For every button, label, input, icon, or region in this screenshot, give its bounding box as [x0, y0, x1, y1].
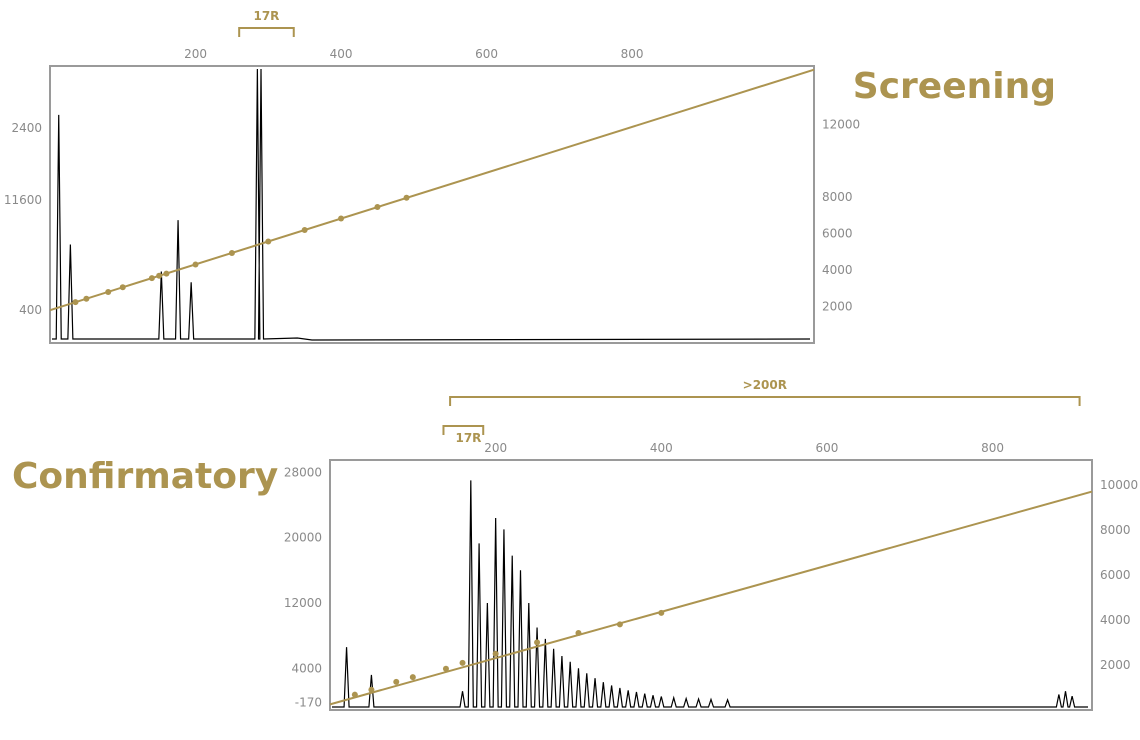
sizing-standard-point — [163, 270, 170, 277]
bin-bracket — [442, 425, 485, 435]
sizing-standard-point — [83, 295, 90, 302]
left-axis-tick-label: 20000 — [284, 531, 322, 545]
sizing-standard-point — [403, 194, 410, 201]
confirmatory-title: Confirmatory — [12, 456, 278, 497]
top-axis-tick-label: 400 — [650, 441, 673, 455]
sizing-standard-point — [156, 272, 163, 279]
sizing-curve-line — [329, 490, 1093, 706]
screening-panel: Screening 200 400 600 800 400 11600 2400 2000 40… — [4, 9, 1056, 344]
top-axis-tick-label: 200 — [184, 47, 207, 61]
sizing-standard-point — [192, 261, 199, 268]
electropherogram-trace — [52, 68, 811, 341]
sizing-standard-point — [119, 284, 126, 291]
right-axis-tick-label: 10000 — [1100, 478, 1138, 492]
left-axis-tick-label: 11600 — [4, 193, 42, 207]
screening-trace — [52, 68, 811, 341]
sizing-standard-point — [265, 238, 272, 245]
confirmatory-panel: Confirmatory 200 400 600 800-17040001200020… — [12, 378, 1138, 711]
sizing-standard-point — [105, 288, 112, 295]
sizing-standard-point — [409, 674, 416, 681]
confirmatory-plot-frame — [329, 459, 1093, 711]
confirmatory-sizing — [329, 490, 1093, 706]
screening-brackets: 17R — [238, 9, 295, 37]
bin-bracket-label: 17R — [455, 431, 481, 445]
sizing-standard-point — [338, 215, 345, 222]
bin-bracket — [449, 396, 1081, 406]
sizing-standard-point — [442, 665, 449, 672]
left-axis-tick-label: -170 — [295, 695, 322, 709]
screening-sizing — [49, 68, 815, 312]
sizing-standard-point — [72, 299, 79, 306]
confirmatory-trace — [332, 480, 1088, 708]
right-axis-tick-label: 4000 — [822, 263, 853, 277]
sizing-standard-point — [575, 629, 582, 636]
left-axis-tick-label: 4000 — [291, 661, 322, 675]
left-axis-tick-label: 28000 — [284, 465, 322, 479]
sizing-standard-point — [368, 686, 375, 693]
sizing-standard-point — [301, 227, 308, 234]
left-axis-tick-label: 400 — [19, 303, 42, 317]
left-axis-tick-label: 2400 — [11, 121, 42, 135]
screening-plot-frame — [49, 65, 815, 344]
right-axis-tick-label: 4000 — [1100, 613, 1131, 627]
bin-bracket — [238, 27, 295, 37]
right-axis-tick-label: 12000 — [822, 117, 860, 131]
bin-bracket-label: >200R — [743, 378, 787, 392]
top-axis-tick-label: 400 — [330, 47, 353, 61]
screening-ticks: 200 400 600 800 400 11600 2400 2000 4000 6000 8000… — [4, 47, 860, 317]
right-axis-tick-label: 8000 — [822, 190, 853, 204]
confirmatory-ticks: 200 400 600 800 -170 4000 12000 20000 28000 2000 4… — [284, 441, 1138, 709]
top-axis-tick-label: 800 — [621, 47, 644, 61]
sizing-standard-point — [228, 249, 235, 256]
top-axis-tick-label: 600 — [816, 441, 839, 455]
sizing-standard-point — [534, 639, 541, 646]
sizing-standard-point — [374, 204, 381, 211]
sizing-standard-point — [616, 621, 623, 628]
sizing-standard-point — [148, 275, 155, 282]
screening-title: Screening — [853, 66, 1056, 107]
confirmatory-brackets: 17R >200R — [442, 378, 1081, 445]
right-axis-tick-label: 8000 — [1100, 523, 1131, 537]
sizing-standard-point — [492, 650, 499, 657]
top-axis-tick-label: 800 — [981, 441, 1004, 455]
bin-bracket-label: 17R — [253, 9, 279, 23]
right-axis-tick-label: 6000 — [822, 227, 853, 241]
right-axis-tick-label: 2000 — [1100, 658, 1131, 672]
left-axis-tick-label: 12000 — [284, 596, 322, 610]
sizing-standard-point — [351, 691, 358, 698]
sizing-standard-point — [393, 678, 400, 685]
sizing-standard-point — [459, 659, 466, 666]
right-axis-tick-label: 2000 — [822, 300, 853, 314]
sizing-curve-line — [49, 68, 815, 312]
right-axis-tick-label: 6000 — [1100, 568, 1131, 582]
top-axis-tick-label: 600 — [475, 47, 498, 61]
sizing-standard-point — [658, 609, 665, 616]
top-axis-tick-label: 200 — [484, 441, 507, 455]
